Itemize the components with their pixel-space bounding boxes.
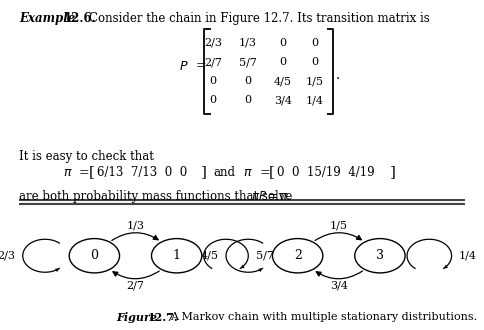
Text: 0: 0 [280, 57, 287, 67]
Text: 3/4: 3/4 [330, 281, 348, 291]
Text: 1/3: 1/3 [239, 38, 257, 48]
Text: .: . [336, 68, 340, 82]
Text: 1/5: 1/5 [305, 76, 324, 86]
Text: 2/7: 2/7 [127, 281, 144, 291]
Text: Consider the chain in Figure 12.7. Its transition matrix is: Consider the chain in Figure 12.7. Its t… [89, 12, 429, 24]
Text: 4/5: 4/5 [274, 76, 292, 86]
Text: 0: 0 [210, 76, 216, 86]
Circle shape [272, 239, 323, 273]
Circle shape [151, 239, 202, 273]
Text: It is easy to check that: It is easy to check that [19, 150, 154, 163]
Text: 0: 0 [244, 76, 251, 86]
Text: Example: Example [19, 12, 76, 24]
Circle shape [69, 239, 120, 273]
Text: 4/5: 4/5 [201, 251, 219, 261]
Circle shape [355, 239, 405, 273]
Text: 2/7: 2/7 [204, 57, 222, 67]
Text: and: and [213, 166, 235, 179]
Text: 5/7: 5/7 [239, 57, 257, 67]
Text: =: = [259, 166, 270, 179]
Text: 5/7: 5/7 [256, 251, 273, 261]
Text: [: [ [269, 165, 275, 179]
Text: =: = [196, 59, 207, 73]
Text: 1/3: 1/3 [126, 220, 145, 231]
Text: 0  0  15/19  4/19: 0 0 15/19 4/19 [277, 166, 375, 179]
Text: are both probability mass functions that solve: are both probability mass functions that… [19, 190, 297, 203]
Text: 6/13  7/13  0  0: 6/13 7/13 0 0 [97, 166, 187, 179]
Text: 1/5: 1/5 [330, 220, 348, 231]
Text: 0: 0 [244, 95, 251, 105]
Text: ]: ] [201, 165, 207, 179]
Text: $\pi$: $\pi$ [63, 166, 73, 179]
Text: Figure: Figure [116, 312, 157, 323]
Text: 3/4: 3/4 [274, 95, 292, 105]
Text: A Markov chain with multiple stationary distributions.: A Markov chain with multiple stationary … [170, 313, 478, 322]
Text: 12.6.: 12.6. [63, 12, 96, 24]
Text: =: = [79, 166, 90, 179]
Text: 0: 0 [280, 38, 287, 48]
Text: 2: 2 [294, 249, 302, 262]
Text: [: [ [89, 165, 94, 179]
Text: 1: 1 [173, 249, 181, 262]
Text: 0: 0 [311, 38, 318, 48]
Text: 1/4: 1/4 [459, 251, 477, 261]
Text: 2/3: 2/3 [0, 251, 15, 261]
Text: $\pi$: $\pi$ [243, 166, 253, 179]
Text: 3: 3 [376, 249, 384, 262]
Text: ]: ] [390, 165, 395, 179]
Text: 0: 0 [311, 57, 318, 67]
Text: $\pi P = \pi$: $\pi P = \pi$ [251, 190, 288, 203]
Text: 0: 0 [210, 95, 216, 105]
Text: .: . [287, 190, 290, 203]
Text: 2/3: 2/3 [204, 38, 222, 48]
Text: 0: 0 [91, 249, 98, 262]
Text: $P$: $P$ [179, 59, 189, 73]
Text: 12.7.: 12.7. [148, 312, 179, 323]
Text: 1/4: 1/4 [305, 95, 324, 105]
